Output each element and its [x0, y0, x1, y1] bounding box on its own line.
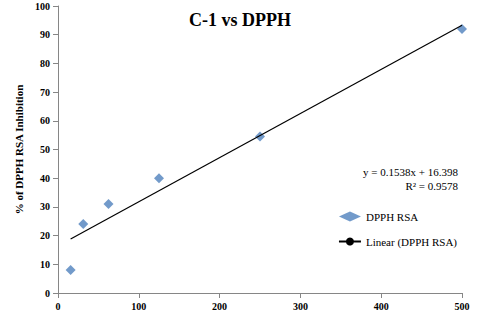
svg-text:Linear (DPPH RSA): Linear (DPPH RSA) [366, 236, 457, 249]
svg-text:90: 90 [40, 29, 50, 40]
svg-text:R² = 0.9578: R² = 0.9578 [405, 180, 458, 192]
svg-text:100: 100 [131, 301, 146, 312]
svg-text:% of DPPH RSA Inhibition: % of DPPH RSA Inhibition [13, 85, 25, 215]
svg-text:60: 60 [40, 115, 50, 126]
svg-text:30: 30 [40, 201, 50, 212]
svg-text:50: 50 [40, 144, 50, 155]
svg-text:100: 100 [35, 1, 50, 12]
svg-text:0: 0 [45, 288, 50, 299]
svg-text:C-1 vs DPPH: C-1 vs DPPH [189, 10, 291, 30]
svg-text:10: 10 [40, 259, 50, 270]
svg-text:70: 70 [40, 87, 50, 98]
svg-text:80: 80 [40, 58, 50, 69]
svg-text:300: 300 [293, 301, 308, 312]
svg-text:500: 500 [455, 301, 470, 312]
svg-text:200: 200 [212, 301, 227, 312]
svg-text:y = 0.1538x + 16.398: y = 0.1538x + 16.398 [363, 166, 458, 178]
svg-text:DPPH RSA: DPPH RSA [366, 211, 418, 223]
svg-text:20: 20 [40, 230, 50, 241]
svg-text:0: 0 [56, 301, 61, 312]
svg-text:40: 40 [40, 173, 50, 184]
svg-text:400: 400 [374, 301, 389, 312]
